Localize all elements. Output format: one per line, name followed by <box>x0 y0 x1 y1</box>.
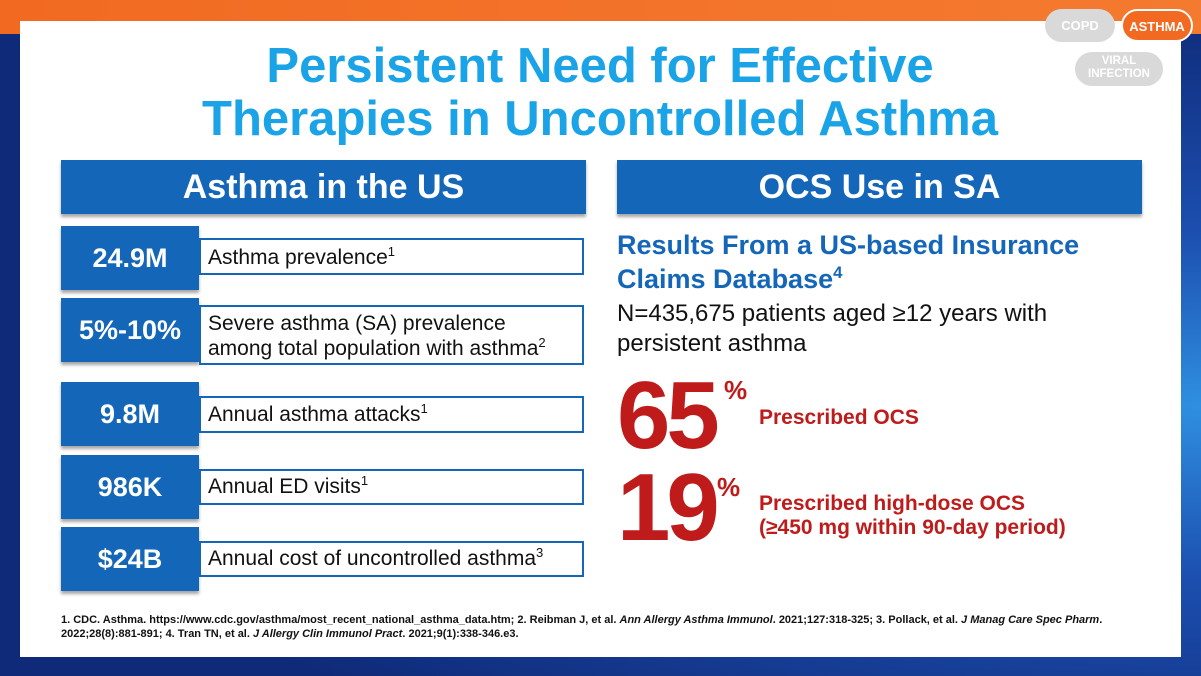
results-subtitle-line1: Results From a US-based Insurance <box>617 230 1080 260</box>
ref-text: . 2021;9(1):338-346.e3. <box>402 628 519 640</box>
nav-pill-viral-infection[interactable]: VIRAL INFECTION <box>1075 52 1163 86</box>
nav-pill-viral-line2: INFECTION <box>1088 68 1150 80</box>
ref-journal: Ann Allergy Asthma Immunol <box>619 614 773 626</box>
stat-value-prevalence: 24.9M <box>61 226 199 290</box>
ref-journal: J Allergy Clin Immunol Pract <box>252 628 403 640</box>
stat-desc-ed-visits: Annual ED visits1 <box>199 469 584 505</box>
label-high-dose-line2: (≥450 mg within 90-day period) <box>759 516 1066 539</box>
citation-sup: 3 <box>536 545 544 560</box>
stat-desc-text-line2: among total population with asthma <box>208 337 539 360</box>
ref-text: . <box>1099 614 1103 626</box>
stat-desc-text: Asthma prevalence <box>208 246 388 269</box>
ref-text: 1. CDC. Asthma. https://www.cdc.gov/asth… <box>61 614 620 626</box>
stat-desc-severe: Severe asthma (SA) prevalence among total… <box>199 305 584 365</box>
percent-sign: % <box>724 375 748 405</box>
ref-text: 2022;28(8):881-891; 4. Tran TN, et al. <box>61 628 253 640</box>
references-footnote: 1. CDC. Asthma. https://www.cdc.gov/asth… <box>61 613 1141 641</box>
label-prescribed-ocs: Prescribed OCS <box>759 406 919 429</box>
big-stat-19: 19 <box>617 454 720 561</box>
big-stat-65: 65 <box>617 362 720 469</box>
stat-desc-text: Annual asthma attacks <box>208 403 421 426</box>
stat-value-severe: 5%-10% <box>61 298 199 362</box>
citation-sup: 2 <box>538 335 546 350</box>
ref-journal: J Manag Care Spec Pharm <box>961 614 1100 626</box>
results-subtitle-line2: Claims Database <box>617 264 834 294</box>
slide-title-line2: Therapies in Uncontrolled Asthma <box>202 92 998 146</box>
nav-pill-asthma[interactable]: ASTHMA <box>1121 9 1193 42</box>
patient-count-line2: persistent asthma <box>617 330 807 357</box>
citation-sup: 1 <box>360 473 369 488</box>
nav-pill-viral-line1: VIRAL <box>1101 55 1137 67</box>
ref-text: . 2021;127:318-325; 3. Pollack, et al. <box>772 614 962 626</box>
stat-desc-text: Annual cost of uncontrolled asthma <box>208 547 537 570</box>
stat-desc-attacks: Annual asthma attacks1 <box>199 396 584 433</box>
section-header-asthma-us: Asthma in the US <box>61 160 586 214</box>
label-high-dose-line1: Prescribed high-dose OCS <box>759 492 1026 515</box>
percent-sign: % <box>717 472 741 502</box>
stat-value-cost: $24B <box>61 527 199 591</box>
stat-desc-text: Severe asthma (SA) prevalence <box>208 312 506 335</box>
citation-sup: 1 <box>420 401 428 416</box>
stat-value-attacks: 9.8M <box>61 382 199 446</box>
stat-desc-prevalence: Asthma prevalence1 <box>199 238 584 275</box>
slide-title-line1: Persistent Need for Effective <box>266 39 934 93</box>
label-high-dose-ocs: Prescribed high-dose OCS (≥450 mg within… <box>759 492 1066 540</box>
section-header-ocs-use: OCS Use in SA <box>617 160 1142 214</box>
results-subtitle: Results From a US-based Insurance Claims… <box>617 228 1157 296</box>
stat-desc-text: Annual ED visits <box>208 475 361 498</box>
nav-pill-copd[interactable]: COPD <box>1045 9 1115 42</box>
patient-count-text: N=435,675 patients aged ≥12 years with p… <box>617 299 1157 359</box>
stat-desc-cost: Annual cost of uncontrolled asthma3 <box>199 541 584 577</box>
slide-title: Persistent Need for Effective Therapies … <box>100 40 1100 146</box>
stat-value-ed-visits: 986K <box>61 455 199 519</box>
citation-sup: 1 <box>387 244 396 259</box>
patient-count-line1: N=435,675 patients aged ≥12 years with <box>617 300 1048 327</box>
citation-sup: 4 <box>833 263 843 282</box>
